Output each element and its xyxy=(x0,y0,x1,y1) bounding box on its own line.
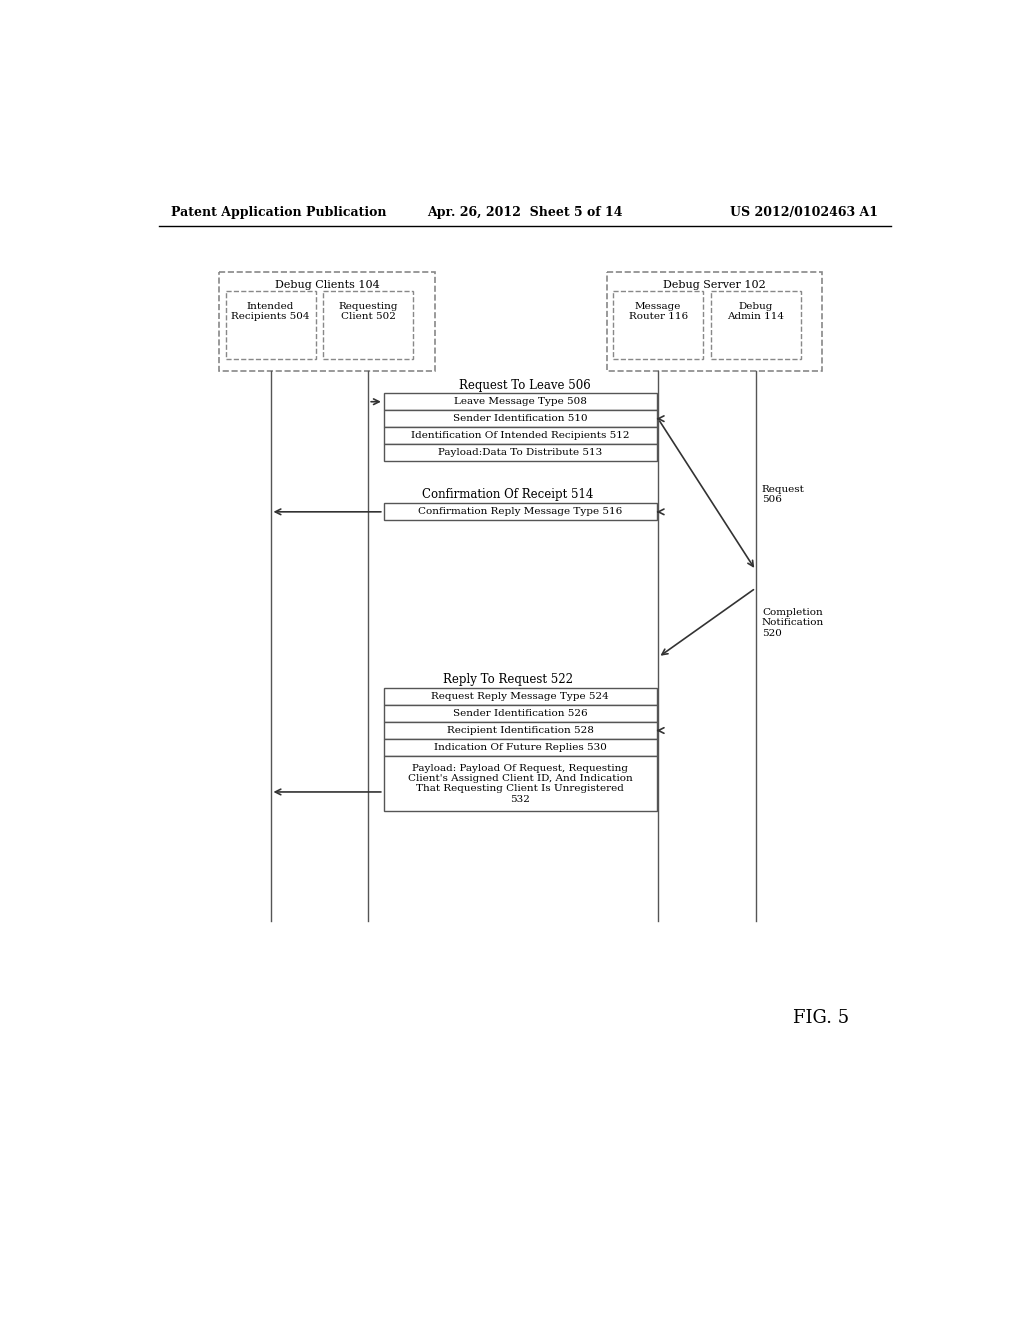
Bar xyxy=(384,444,656,461)
Text: Leave Message Type 508: Leave Message Type 508 xyxy=(454,397,587,407)
Bar xyxy=(324,290,414,359)
Text: Intended
Recipients 504: Intended Recipients 504 xyxy=(231,302,310,321)
Bar xyxy=(384,739,656,756)
Bar xyxy=(384,756,656,812)
Bar xyxy=(384,393,656,411)
Text: Sender Identification 510: Sender Identification 510 xyxy=(453,414,588,424)
Bar xyxy=(384,688,656,705)
Bar xyxy=(384,411,656,428)
Text: Request To Leave 506: Request To Leave 506 xyxy=(459,379,591,392)
Bar xyxy=(384,722,656,739)
Text: Confirmation Reply Message Type 516: Confirmation Reply Message Type 516 xyxy=(418,507,623,516)
Text: Request Reply Message Type 524: Request Reply Message Type 524 xyxy=(431,692,609,701)
Text: Debug
Admin 114: Debug Admin 114 xyxy=(727,302,784,321)
Text: Message
Router 116: Message Router 116 xyxy=(629,302,688,321)
Bar xyxy=(384,503,656,520)
Bar xyxy=(225,290,315,359)
Text: Completion
Notification
520: Completion Notification 520 xyxy=(762,607,824,638)
Text: Sender Identification 526: Sender Identification 526 xyxy=(453,709,588,718)
Text: Identification Of Intended Recipients 512: Identification Of Intended Recipients 51… xyxy=(411,432,630,440)
Bar xyxy=(711,290,801,359)
Text: Request
506: Request 506 xyxy=(762,484,805,504)
Text: Payload:Data To Distribute 513: Payload:Data To Distribute 513 xyxy=(438,447,602,457)
Bar xyxy=(613,290,703,359)
Text: Reply To Request 522: Reply To Request 522 xyxy=(442,673,572,686)
Text: FIG. 5: FIG. 5 xyxy=(793,1010,849,1027)
Text: Debug Clients 104: Debug Clients 104 xyxy=(274,280,380,290)
Text: Recipient Identification 528: Recipient Identification 528 xyxy=(446,726,594,735)
Text: Apr. 26, 2012  Sheet 5 of 14: Apr. 26, 2012 Sheet 5 of 14 xyxy=(427,206,623,219)
Text: Debug Server 102: Debug Server 102 xyxy=(664,280,766,290)
Text: Requesting
Client 502: Requesting Client 502 xyxy=(339,302,398,321)
Text: Indication Of Future Replies 530: Indication Of Future Replies 530 xyxy=(434,743,606,752)
Bar xyxy=(607,272,822,371)
Text: Payload: Payload Of Request, Requesting
Client's Assigned Client ID, And Indicat: Payload: Payload Of Request, Requesting … xyxy=(408,763,633,804)
Text: US 2012/0102463 A1: US 2012/0102463 A1 xyxy=(730,206,879,219)
Text: Patent Application Publication: Patent Application Publication xyxy=(171,206,386,219)
Bar xyxy=(219,272,435,371)
Bar xyxy=(384,705,656,722)
Bar xyxy=(384,428,656,444)
Text: Confirmation Of Receipt 514: Confirmation Of Receipt 514 xyxy=(422,488,594,502)
